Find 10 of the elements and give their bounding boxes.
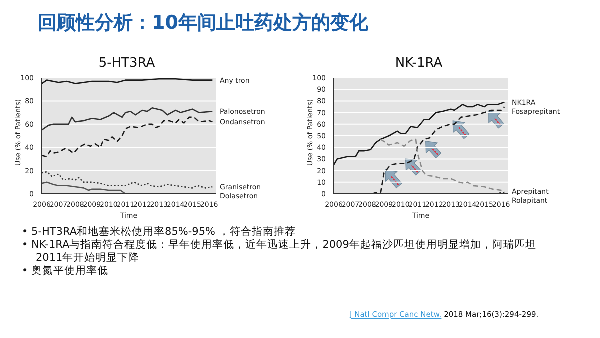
line-series (42, 116, 214, 158)
text: • NK-1RA与指南符合程度低：早年使用率低，近年迅速上升，2009年起福沙匹坦使用明显增加，阿瑞匹坦2011年开始明显下降 (22, 239, 538, 265)
line-series (372, 106, 506, 194)
text: • 奥氮平使用率低 (22, 265, 110, 278)
text: 回顾性分析：10年间止吐药处方的变化 (38, 11, 368, 36)
line-series (380, 138, 506, 192)
text: • 5-HT3RA和地塞米松使用率85%-95% ，符合指南推荐 (22, 226, 297, 239)
line-series (334, 102, 506, 166)
chart-title: 5-HT3RA (98, 56, 156, 71)
chart-title: NK-1RA (394, 56, 444, 71)
